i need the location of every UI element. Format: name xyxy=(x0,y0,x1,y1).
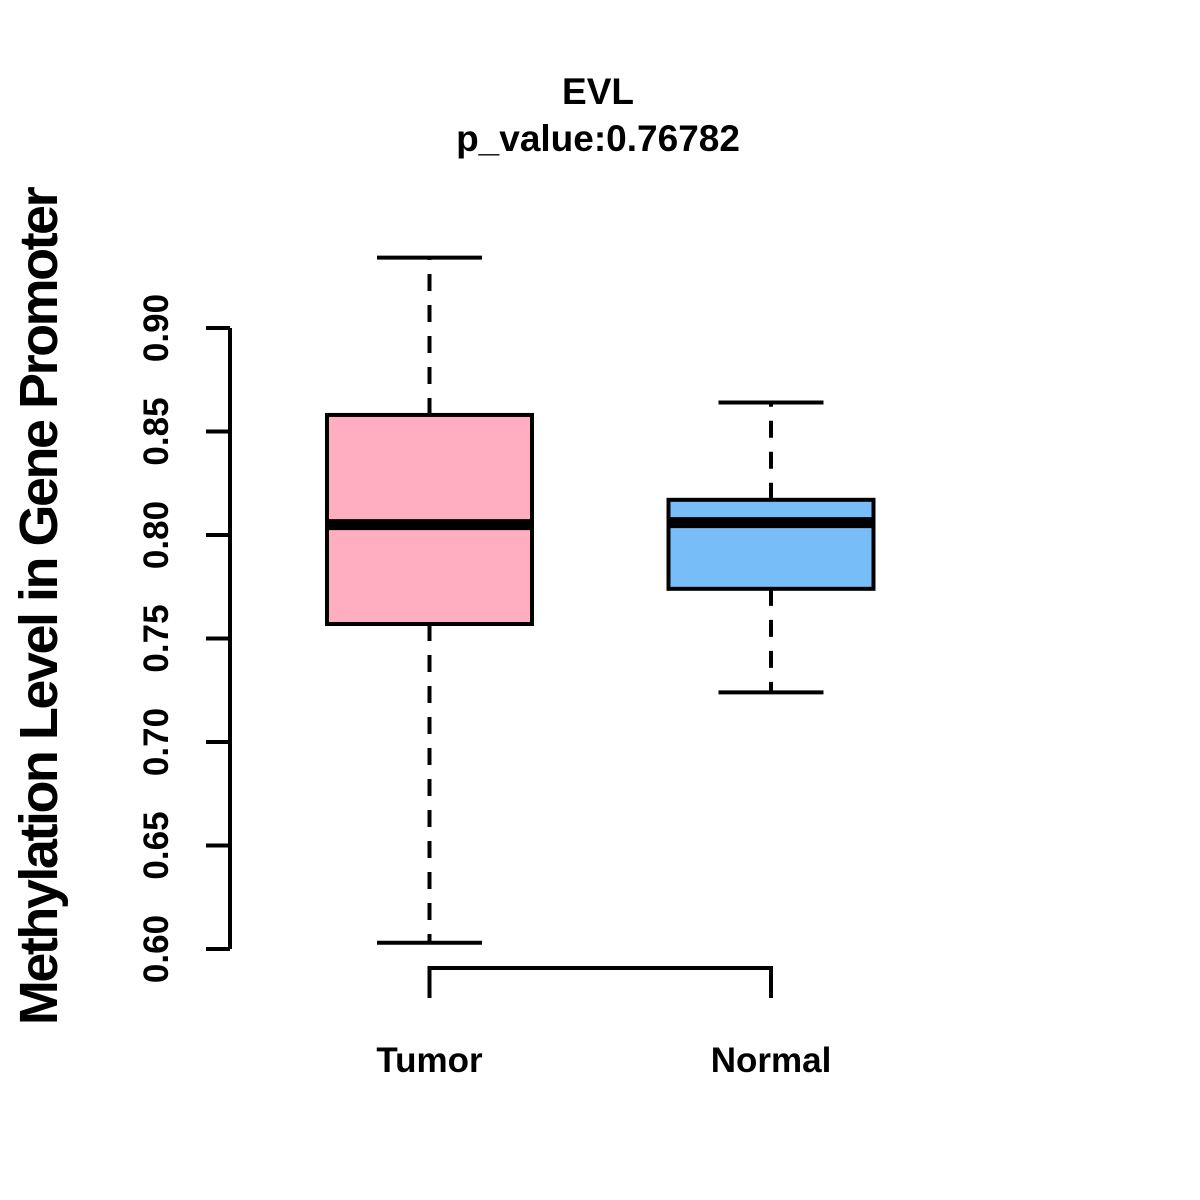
y-axis-tick-label: 0.65 xyxy=(137,811,176,879)
y-axis-tick-label: 0.80 xyxy=(137,501,176,569)
box-group-tumor xyxy=(325,255,534,945)
y-axis-tick-label: 0.85 xyxy=(137,397,176,465)
x-axis-bracket xyxy=(427,966,773,998)
x-axis: Tumor Normal xyxy=(376,966,832,1080)
y-axis-tick-label: 0.70 xyxy=(137,708,176,776)
y-axis-tick-label: 0.60 xyxy=(137,915,176,983)
iqr-box xyxy=(666,497,876,591)
chart-title: EVL xyxy=(562,71,634,112)
y-axis-title: Methylation Level in Gene Promoter xyxy=(9,186,69,1025)
chart-subtitle-pvalue: p_value:0.76782 xyxy=(456,118,740,159)
category-label-normal: Normal xyxy=(711,1041,832,1080)
y-axis-tick-label: 0.75 xyxy=(137,604,176,672)
y-axis: 0.60 0.65 0.70 0.75 0.80 0.85 0.90 xyxy=(137,294,232,983)
category-label-tumor: Tumor xyxy=(376,1041,483,1080)
box-group-normal xyxy=(666,400,876,695)
boxplot-boxes xyxy=(325,255,876,945)
y-axis-tick-label: 0.90 xyxy=(137,294,176,362)
